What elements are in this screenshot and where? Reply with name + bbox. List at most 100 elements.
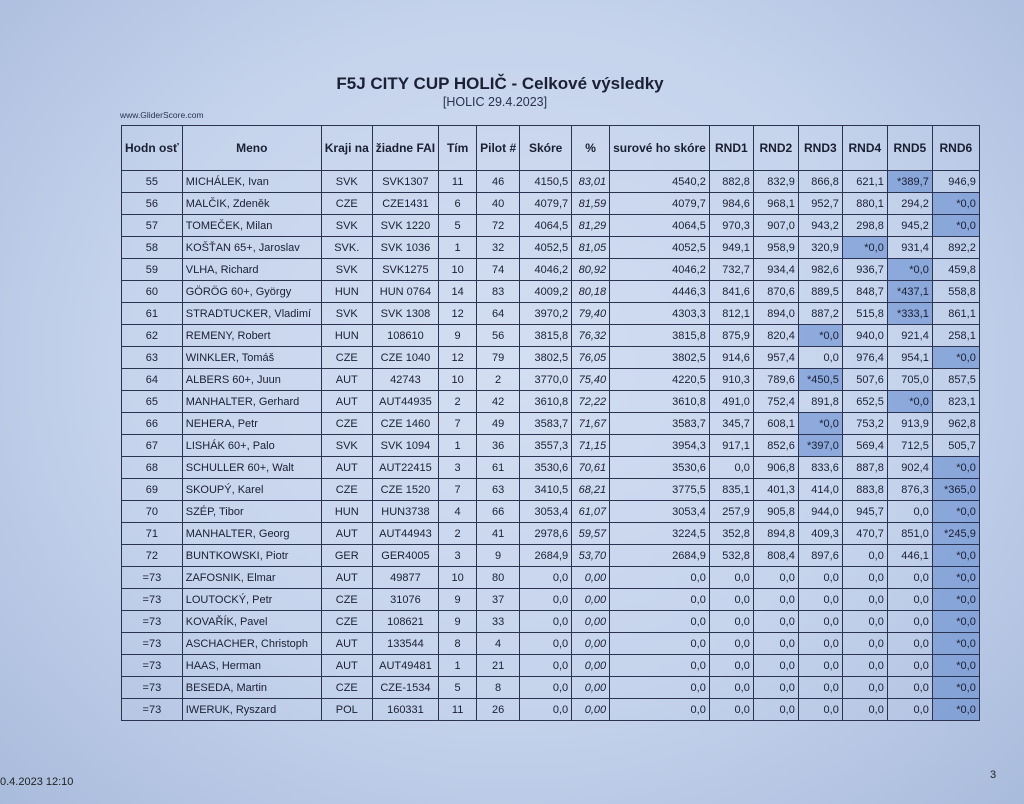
cell-percent: 70,61 (571, 456, 611, 479)
cell-rnd1: 0,0 (708, 610, 754, 633)
cell-name: ALBERS 60+, Juun (181, 368, 322, 391)
cell-rnd6: *0,0 (931, 346, 980, 369)
cell-score: 2684,9 (519, 544, 573, 567)
cell-rnd1: 732,7 (708, 258, 754, 281)
cell-rnd6: 962,8 (931, 412, 980, 435)
cell-country: CZE (320, 346, 373, 369)
cell-rnd2: 0,0 (752, 676, 799, 699)
cell-rnd1: 917,1 (708, 434, 754, 457)
cell-name: LISHÁK 60+, Palo (181, 434, 322, 457)
cell-team: 7 (438, 478, 478, 501)
cell-rnd6: *365,0 (931, 478, 980, 501)
cell-name: LOUTOCKÝ, Petr (181, 588, 322, 611)
cell-rank: 66 (121, 412, 183, 435)
cell-country: AUT (320, 456, 373, 479)
cell-score: 0,0 (519, 698, 573, 721)
cell-rnd4: 0,0 (841, 588, 888, 611)
cell-country: SVK (320, 258, 373, 281)
cell-rnd6: 892,2 (931, 236, 980, 259)
cell-rnd6: 861,1 (931, 302, 980, 325)
cell-rnd2: 870,6 (752, 280, 799, 303)
cell-rnd2: 608,1 (752, 412, 799, 435)
cell-rnd4: 298,8 (841, 214, 888, 237)
cell-rnd4: 945,7 (841, 500, 888, 523)
table-row: 67 LISHÁK 60+, Palo SVK SVK 1094 1 36 3557,3 71… (121, 434, 980, 457)
cell-pilot: 9 (476, 544, 521, 567)
cell-rnd1: 910,3 (708, 368, 754, 391)
table-row: =73 KOVAŘÍK, Pavel CZE 108621 9 33 0,0 0,00 0,0 0… (121, 610, 980, 633)
cell-raw-score: 3583,7 (609, 412, 710, 435)
cell-rank: 70 (121, 500, 183, 523)
cell-country: AUT (320, 368, 373, 391)
cell-rnd6: 823,1 (931, 390, 980, 413)
cell-country: CZE (320, 412, 373, 435)
cell-rnd4: 883,8 (841, 478, 888, 501)
cell-pilot: 4 (476, 632, 521, 655)
cell-rnd3: 833,6 (797, 456, 843, 479)
cell-fai: 108621 (371, 610, 440, 633)
cell-rank: 56 (121, 192, 183, 215)
cell-rnd1: 345,7 (708, 412, 754, 435)
cell-percent: 72,22 (571, 390, 611, 413)
cell-rnd1: 812,1 (708, 302, 754, 325)
cell-name: ASCHACHER, Christoph (181, 632, 322, 655)
cell-pilot: 49 (476, 412, 521, 435)
cell-score: 4052,5 (519, 236, 573, 259)
cell-country: SVK (320, 302, 373, 325)
cell-country: SVK. (320, 236, 373, 259)
cell-rnd3: *0,0 (797, 324, 843, 347)
cell-rnd1: 914,6 (708, 346, 754, 369)
table-row: 69 SKOUPÝ, Karel CZE CZE 1520 7 63 3410,5 68,21… (121, 478, 980, 501)
print-timestamp: 0.4.2023 12:10 (0, 776, 74, 788)
cell-fai: SVK 1094 (371, 434, 440, 457)
cell-name: VLHA, Richard (181, 258, 322, 281)
cell-rnd5: 851,0 (886, 522, 933, 545)
cell-team: 6 (438, 192, 478, 215)
cell-country: AUT (320, 390, 373, 413)
cell-rnd4: 0,0 (841, 610, 888, 633)
cell-rnd3: 0,0 (797, 346, 843, 369)
cell-percent: 71,67 (571, 412, 611, 435)
column-header-rnd6: RND6 (931, 125, 980, 171)
cell-rnd1: 0,0 (708, 588, 754, 611)
cell-rnd5: *0,0 (886, 258, 933, 281)
cell-name: ZAFOSNIK, Elmar (181, 566, 322, 589)
table-row: 61 STRADTUCKER, Vladimí SVK SVK 1308 12 64 397… (121, 302, 980, 325)
document-subtitle: [HOLIC 29.4.2023] (0, 95, 1024, 109)
cell-fai: AUT49481 (371, 654, 440, 677)
cell-rnd3: 897,6 (797, 544, 843, 567)
cell-fai: SVK1307 (371, 170, 440, 193)
cell-rank: 59 (121, 258, 183, 281)
cell-score: 3583,7 (519, 412, 573, 435)
cell-pilot: 26 (476, 698, 521, 721)
cell-country: HUN (320, 324, 373, 347)
cell-score: 3557,3 (519, 434, 573, 457)
cell-rnd6: 258,1 (931, 324, 980, 347)
cell-fai: CZE1431 (371, 192, 440, 215)
table-row: 59 VLHA, Richard SVK SVK1275 10 74 4046,2 80,92… (121, 258, 980, 281)
cell-pilot: 83 (476, 280, 521, 303)
cell-rnd3: 409,3 (797, 522, 843, 545)
table-row: 62 REMENY, Robert HUN 108610 9 56 3815,8 76,32 3… (121, 324, 980, 347)
cell-rnd2: 894,0 (752, 302, 799, 325)
cell-rnd2: 832,9 (752, 170, 799, 193)
cell-percent: 0,00 (571, 654, 611, 677)
cell-score: 3802,5 (519, 346, 573, 369)
cell-team: 5 (438, 214, 478, 237)
cell-team: 8 (438, 632, 478, 655)
cell-fai: HUN3738 (371, 500, 440, 523)
cell-country: SVK (320, 170, 373, 193)
cell-team: 9 (438, 588, 478, 611)
cell-country: POL (320, 698, 373, 721)
cell-rnd6: 558,8 (931, 280, 980, 303)
cell-rank: 63 (121, 346, 183, 369)
cell-score: 3410,5 (519, 478, 573, 501)
cell-rank: 57 (121, 214, 183, 237)
cell-score: 0,0 (519, 654, 573, 677)
cell-rnd5: 705,0 (886, 368, 933, 391)
table-row: 68 SCHULLER 60+, Walt AUT AUT22415 3 61 3530,6… (121, 456, 980, 479)
cell-team: 3 (438, 456, 478, 479)
table-row: 55 MICHÁLEK, Ivan SVK SVK1307 11 46 4150,5 83,0… (121, 170, 980, 193)
cell-rnd5: 0,0 (886, 610, 933, 633)
cell-country: CZE (320, 192, 373, 215)
